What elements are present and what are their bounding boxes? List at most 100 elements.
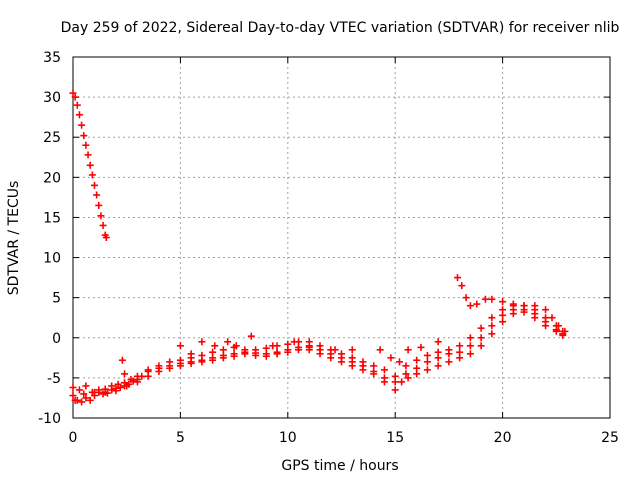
data-point: [71, 93, 79, 101]
data-point: [380, 366, 388, 374]
y-tick-label: 25: [43, 130, 61, 146]
data-point: [423, 351, 431, 359]
data-point: [241, 350, 249, 358]
data-point: [187, 350, 195, 358]
data-point: [230, 352, 238, 360]
y-tick-label: 5: [52, 291, 61, 307]
data-point: [144, 366, 152, 374]
data-point: [198, 358, 206, 366]
data-points: [69, 89, 569, 406]
data-point: [82, 141, 90, 149]
plot-frame: [72, 56, 611, 419]
data-point: [252, 351, 260, 359]
data-point: [402, 370, 410, 378]
data-point: [413, 370, 421, 378]
data-point: [331, 346, 339, 354]
data-point: [466, 342, 474, 350]
y-tick-label: 15: [43, 210, 61, 226]
data-point: [348, 354, 356, 362]
data-point: [338, 358, 345, 366]
x-tick-label: 10: [279, 430, 297, 446]
data-point: [499, 318, 507, 326]
data-point: [86, 161, 94, 169]
data-point: [548, 314, 556, 322]
data-point: [370, 362, 378, 370]
axes: 0 5 10 15 20 25 -10 -5 0 5 10 15 20 25 30 35: [38, 50, 619, 446]
data-point: [262, 344, 270, 352]
data-point: [269, 342, 277, 350]
data-point: [316, 342, 324, 350]
data-point: [284, 348, 292, 356]
data-point: [102, 234, 110, 241]
data-point: [155, 367, 163, 375]
data-point: [73, 101, 81, 109]
data-point: [284, 340, 292, 348]
y-tick-label: 20: [43, 170, 61, 186]
data-point: [88, 171, 96, 179]
data-point: [166, 364, 174, 372]
data-point: [376, 346, 384, 354]
data-point: [108, 382, 116, 390]
data-point: [71, 396, 79, 404]
y-axis-label: SDTVAR / TECUs: [6, 181, 22, 296]
data-point: [305, 343, 313, 351]
y-tick-label: 30: [43, 90, 61, 106]
data-point: [387, 354, 395, 362]
y-tick-label: 10: [43, 251, 61, 267]
data-point: [82, 382, 90, 390]
data-point: [176, 342, 184, 350]
data-point: [413, 356, 421, 364]
x-tick-label: 25: [601, 430, 619, 446]
data-point: [114, 380, 122, 388]
chart-title: Day 259 of 2022, Sidereal Day-to-day VTE…: [61, 20, 620, 36]
data-point: [434, 362, 442, 370]
data-point: [417, 343, 425, 351]
data-point: [402, 362, 410, 370]
data-point: [466, 350, 474, 358]
data-point: [391, 386, 399, 394]
data-point: [219, 354, 227, 362]
x-tick-label: 0: [69, 430, 78, 446]
data-point: [398, 378, 406, 386]
x-tick-label: 5: [176, 430, 185, 446]
data-point: [404, 374, 412, 382]
data-point: [531, 302, 539, 310]
data-point: [118, 356, 126, 364]
data-point: [166, 358, 174, 366]
data-point: [262, 352, 270, 360]
data-point: [69, 384, 77, 392]
data-point: [456, 354, 464, 362]
x-axis-label: GPS time / hours: [281, 458, 398, 474]
data-point: [198, 338, 206, 346]
data-point: [273, 350, 281, 358]
x-tick-label: 15: [386, 430, 404, 446]
data-point: [423, 366, 431, 374]
data-point: [144, 372, 152, 380]
data-point: [434, 338, 442, 346]
data-point: [338, 350, 345, 358]
data-point: [395, 358, 403, 366]
data-point: [290, 338, 298, 346]
data-point: [187, 359, 195, 367]
y-tick-label: -10: [38, 411, 61, 427]
data-point: [198, 351, 206, 359]
y-tick-label: 0: [52, 331, 61, 347]
data-point: [95, 201, 103, 209]
data-point: [90, 181, 98, 189]
data-point: [295, 346, 303, 354]
data-point: [509, 300, 517, 308]
data-point: [499, 298, 507, 306]
data-point: [458, 282, 466, 290]
data-point: [247, 332, 255, 340]
y-tick-label: 35: [43, 50, 61, 66]
data-point: [473, 300, 481, 308]
data-point: [219, 346, 227, 354]
data-point: [80, 132, 88, 140]
data-point: [93, 191, 101, 199]
data-point: [69, 392, 77, 400]
data-point: [488, 330, 496, 338]
data-point: [82, 394, 90, 402]
data-point: [542, 314, 550, 322]
